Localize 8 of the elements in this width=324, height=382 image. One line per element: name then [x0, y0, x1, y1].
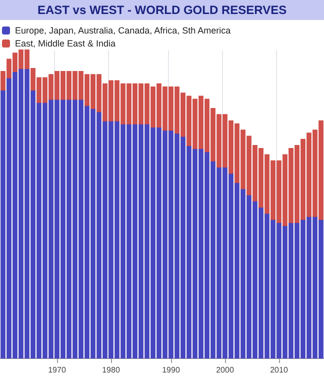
legend-label: East, Middle East & India: [15, 38, 116, 48]
legend-label: Europe, Japan, Australia, Canada, Africa, Sth America: [15, 26, 231, 36]
x-tick-label: 2000: [216, 366, 234, 374]
x-tick-label: 1980: [102, 366, 120, 374]
x-tick-label: 1990: [162, 366, 180, 374]
x-tick-label: 1970: [48, 366, 66, 374]
chart-title: EAST vs WEST - WORLD GOLD RESERVES: [37, 3, 287, 17]
x-tick-label: 2010: [270, 366, 288, 374]
